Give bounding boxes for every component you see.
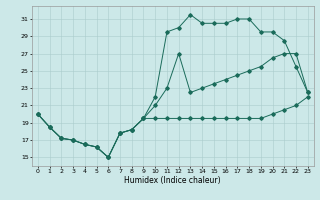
X-axis label: Humidex (Indice chaleur): Humidex (Indice chaleur) — [124, 176, 221, 185]
